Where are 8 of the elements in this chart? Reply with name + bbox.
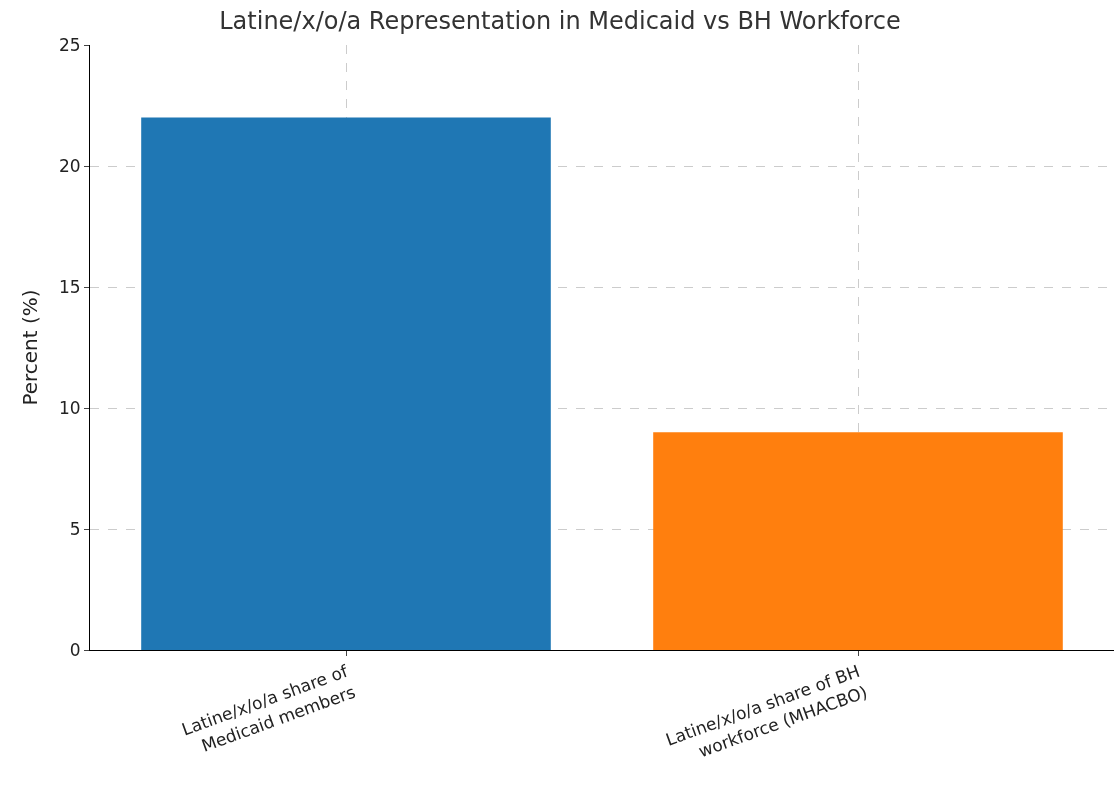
chart-title: Latine/x/o/a Representation in Medicaid vs BH Workforce xyxy=(219,6,901,35)
y-tick-label: 25 xyxy=(58,34,81,55)
y-tick-label: 5 xyxy=(69,518,81,539)
y-tick-label: 15 xyxy=(58,276,81,297)
y-tick-label: 0 xyxy=(69,639,81,660)
y-tick-label: 20 xyxy=(58,155,81,176)
y-tick-label: 10 xyxy=(58,397,81,418)
y-axis-title: Percent (%) xyxy=(18,289,43,406)
